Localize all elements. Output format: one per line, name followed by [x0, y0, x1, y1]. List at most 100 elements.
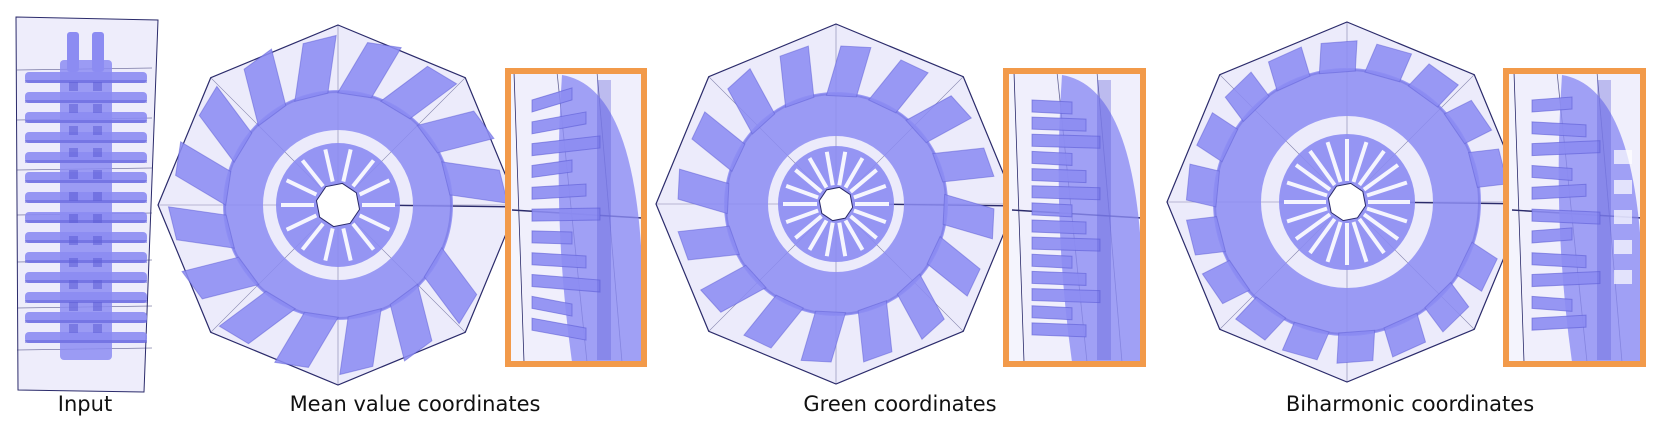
shape-hub-slot	[341, 227, 353, 262]
shape-hub-slot	[1357, 149, 1386, 187]
shape-blade	[243, 48, 287, 127]
green-caption: Green coordinates	[803, 392, 997, 416]
green-deformation-panel	[655, 23, 1021, 385]
zoom-shape-tooth	[1031, 322, 1087, 338]
zoom-shape-tooth	[531, 183, 587, 200]
input-shape-window	[69, 236, 78, 245]
shape-hub-slot	[785, 208, 819, 225]
shape-blade	[440, 161, 509, 204]
zoom-shape-tooth	[531, 274, 601, 293]
zoom-shape-tooth	[1031, 168, 1087, 184]
shape-blade	[1407, 63, 1460, 108]
input-shape-window	[69, 82, 78, 91]
input-shape-window	[93, 324, 102, 333]
input-panel	[15, 16, 159, 393]
input-shape-tooth-shadow	[25, 120, 147, 123]
shape-blade	[1455, 241, 1498, 293]
input-shape-tooth-shadow	[25, 200, 147, 203]
zoom-shape-tooth	[1031, 270, 1087, 286]
input-shape-tooth-shadow	[25, 280, 147, 283]
input-shape-window	[93, 104, 102, 113]
biharmonic-caption: Biharmonic coordinates	[1285, 392, 1535, 416]
zoom-shape-tooth	[1031, 99, 1073, 115]
zoom-shape-tooth	[531, 111, 587, 135]
shape-blade	[379, 65, 458, 120]
input-shape-tooth-shadow	[25, 340, 147, 343]
zoom-shape-tooth	[1031, 305, 1073, 321]
zoom-shape-tooth	[1531, 314, 1587, 331]
shape-hub-slot	[853, 183, 887, 200]
biharmonic-zoom-inset	[1508, 72, 1642, 362]
shape-hub-slot	[285, 213, 318, 232]
shape-blade	[1443, 99, 1493, 145]
shape-blade	[1424, 281, 1470, 333]
shape-hub-slot	[794, 168, 823, 194]
shape-hub-slot	[1325, 221, 1343, 263]
shape-blade	[825, 45, 872, 98]
shape-hub-slot	[285, 178, 318, 197]
input-shape-window	[93, 214, 102, 223]
shape-hub-slot	[358, 178, 391, 197]
zoom-shape-tooth	[531, 230, 573, 245]
input-caption: Input	[57, 392, 113, 416]
shape-ring	[1213, 68, 1481, 336]
shape-hub-slot	[1286, 206, 1328, 224]
zoom-shape-tooth	[1531, 140, 1601, 157]
zoom-shape-tooth	[1031, 133, 1101, 149]
shape-blade	[273, 311, 340, 368]
input-shape-window	[93, 302, 102, 311]
mean-value-zoom-inset	[508, 72, 642, 362]
biharmonic-deformation-panel	[1166, 21, 1532, 383]
shape-ring	[223, 90, 453, 320]
biharmonic-zoom-frame	[1503, 68, 1646, 367]
zoom-shape-tooth	[1531, 121, 1587, 138]
shape-hub-slot	[351, 222, 376, 251]
shape-blade	[727, 67, 776, 135]
shape-blade	[1383, 312, 1427, 358]
shape-hub-slot	[807, 219, 829, 251]
input-shape-window	[69, 280, 78, 289]
zoom-shape-tooth	[1031, 236, 1101, 252]
shape-hub-slot	[341, 148, 353, 183]
shape-hub-slot	[1294, 163, 1332, 192]
input-shape-tooth-shadow	[25, 140, 147, 143]
shape-hub-slot	[1308, 149, 1337, 187]
zoom-shape-tooth	[1531, 164, 1573, 181]
shape-blade	[1267, 46, 1311, 92]
input-shape-window	[93, 192, 102, 201]
shape-hub-slot	[1362, 212, 1400, 241]
shape-blade	[389, 283, 433, 362]
input-shape-window	[93, 148, 102, 157]
input-shape-window	[69, 126, 78, 135]
shape-blade	[339, 307, 382, 376]
input-shape-tooth-shadow	[25, 240, 147, 243]
shape-blade	[926, 235, 981, 297]
shape-hub-slot	[1366, 180, 1408, 198]
shape-blade	[1185, 216, 1227, 256]
input-shape-tooth-shadow	[25, 260, 147, 263]
input-shape-window	[93, 280, 102, 289]
shape-hub-slot	[1294, 212, 1332, 241]
shape-hub-slot	[807, 157, 829, 189]
mean-value-caption: Mean value coordinates	[289, 392, 541, 416]
shape-blade	[1224, 71, 1270, 123]
shape-blade	[1234, 296, 1287, 341]
shape-hub-slot	[837, 222, 848, 257]
zoom-shape-shadow	[1097, 80, 1111, 360]
shape-center-hole	[315, 182, 361, 228]
zoom-shape-shadow	[597, 80, 611, 360]
zoom-shape-tooth	[1031, 150, 1073, 166]
zoom-shape-tooth	[1531, 271, 1601, 288]
input-shape-window	[69, 324, 78, 333]
zoom-shape-tooth	[531, 207, 601, 222]
input-shape-window	[69, 258, 78, 267]
shape-hub-slot	[853, 208, 887, 225]
shape-blade	[1196, 111, 1239, 163]
zoom-shape-tooth	[531, 252, 587, 269]
zoom-shape-tooth	[1031, 219, 1087, 235]
input-shape-window	[69, 148, 78, 157]
shape-blade	[423, 246, 478, 325]
input-shape-window	[69, 192, 78, 201]
shape-center-hole	[818, 186, 854, 222]
shape-hub-slot	[1286, 180, 1328, 198]
